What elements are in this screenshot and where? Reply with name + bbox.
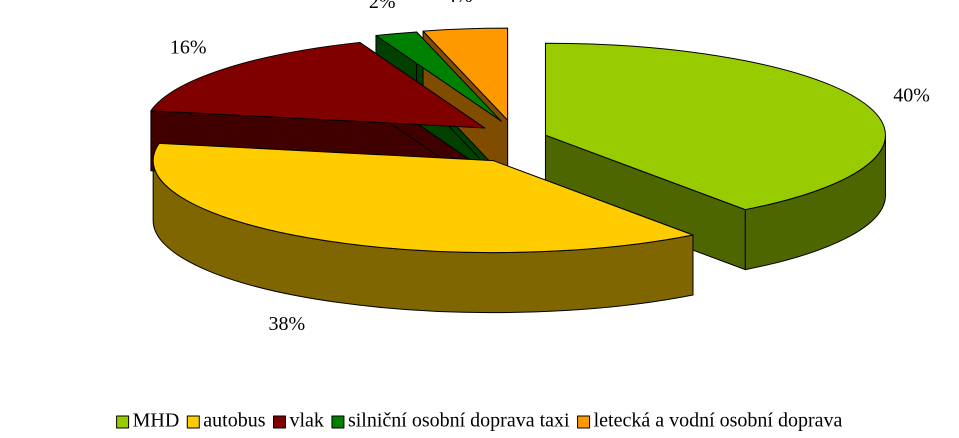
data-label: 38% xyxy=(269,313,306,335)
legend: MHD autobus vlak silniční osobní doprava ta… xyxy=(116,410,843,432)
data-label: 16% xyxy=(170,37,207,59)
legend-label: vlak xyxy=(290,410,324,432)
legend-swatch xyxy=(273,415,286,429)
slice xyxy=(375,31,502,122)
data-label: 2% xyxy=(369,0,396,13)
slice xyxy=(422,27,509,121)
data-label: 4% xyxy=(446,0,473,7)
legend-label: autobus xyxy=(203,410,265,432)
legend-swatch xyxy=(577,415,591,429)
slice xyxy=(544,42,886,211)
data-label: 40% xyxy=(893,84,930,106)
legend-swatch xyxy=(186,415,200,429)
legend-label: silniční osobní doprava taxi xyxy=(348,410,570,432)
legend-swatch xyxy=(331,415,345,429)
pie-tops xyxy=(150,27,886,254)
legend-label: MHD xyxy=(133,410,180,432)
slice xyxy=(152,142,694,254)
legend-label: letecká a vodní osobní doprava xyxy=(594,410,843,432)
legend-swatch xyxy=(116,415,130,429)
slice xyxy=(150,41,486,129)
